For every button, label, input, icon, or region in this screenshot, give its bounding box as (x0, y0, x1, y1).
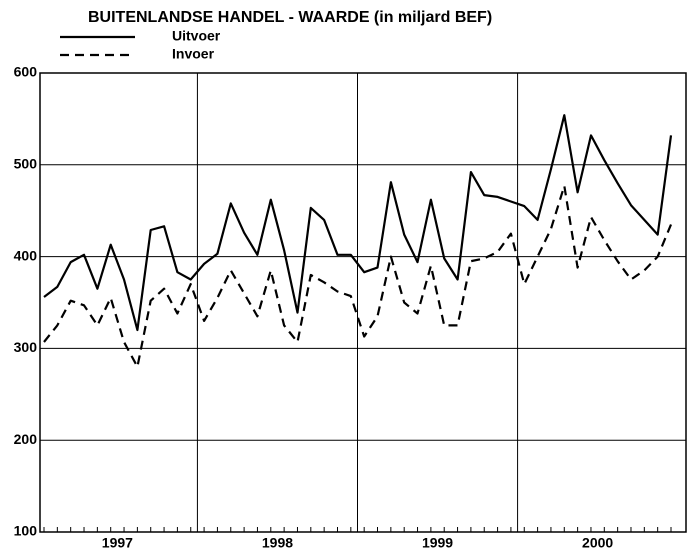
y-tick-label: 400 (14, 247, 38, 263)
y-tick-label: 200 (14, 431, 38, 447)
legend-label: Uitvoer (172, 28, 221, 44)
x-tick-label: 2000 (582, 535, 613, 550)
x-tick-label: 1998 (262, 535, 293, 550)
chart-title: BUITENLANDSE HANDEL - WAARDE (in miljard… (88, 9, 492, 26)
y-tick-label: 300 (14, 339, 38, 355)
series-line (43, 184, 673, 368)
y-tick-label: 500 (14, 156, 38, 172)
x-tick-label: 1997 (102, 535, 133, 550)
y-tick-label: 100 (14, 523, 38, 539)
x-tick-label: 1999 (422, 535, 453, 550)
y-tick-label: 600 (14, 64, 38, 80)
series-line (43, 114, 673, 332)
plot-frame (39, 72, 687, 533)
legend-label: Invoer (172, 46, 215, 62)
